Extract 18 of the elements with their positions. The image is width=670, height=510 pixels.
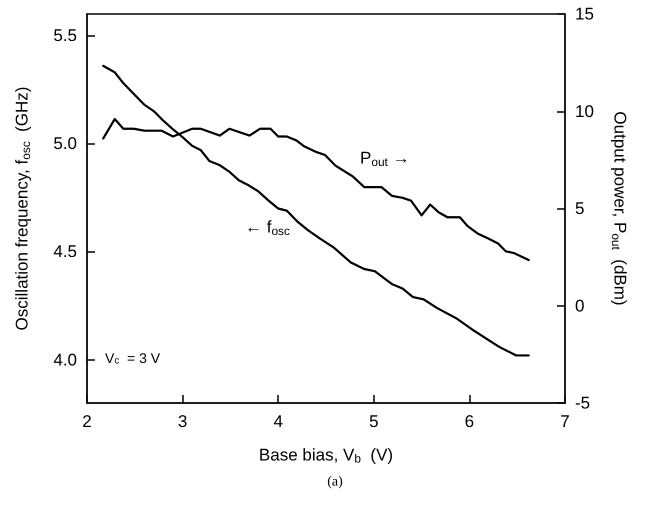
y2-tick-label: 0: [575, 296, 584, 316]
x-tick-label: 4: [273, 412, 283, 431]
y-axis-title: Oscillation frequency, fosc (GHz): [12, 86, 33, 330]
y2-tick-label: -5: [575, 394, 590, 412]
x-tick-label: 2: [82, 412, 92, 431]
y2-tick-label: 5: [575, 199, 584, 218]
text: (a): [327, 474, 344, 490]
y-tick-label: 4.0: [53, 350, 77, 370]
y2-tick-label: 10: [575, 102, 594, 121]
y-tick-label: 5.0: [53, 134, 77, 154]
x-tick-label: 5: [369, 412, 379, 431]
y-tick-label: 4.5: [53, 242, 77, 262]
y-tick-label: 5.5: [53, 26, 77, 46]
y2-tick-label: 15: [575, 4, 594, 24]
x-tick-label: 7: [560, 412, 570, 431]
y2-axis-title: Output power, Pout (dBm): [609, 111, 630, 306]
x-tick-label: 6: [464, 412, 474, 431]
x-tick-label: 3: [178, 412, 188, 431]
